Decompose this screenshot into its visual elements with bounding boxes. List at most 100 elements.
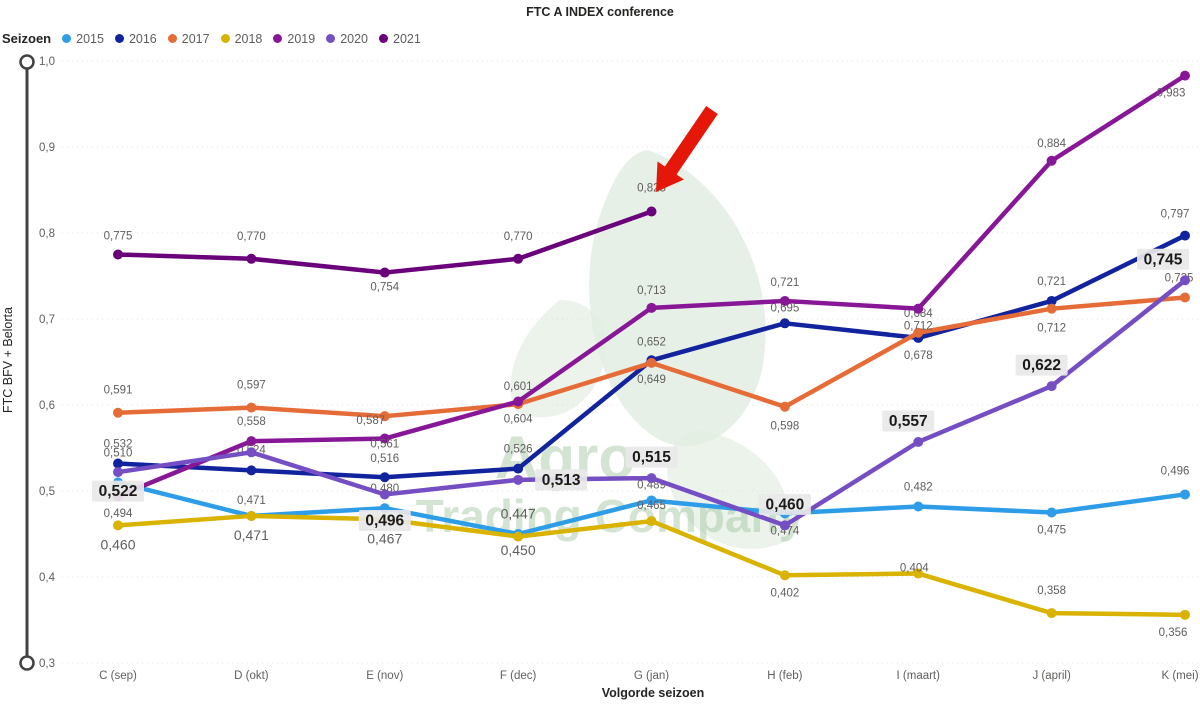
data-point-2019-K (mei)[interactable]	[1180, 70, 1190, 81]
y-tick-label: 0,8	[39, 228, 55, 240]
chart-title: FTC A INDEX conference	[526, 5, 674, 19]
data-point-2017-G (jan)[interactable]	[646, 357, 657, 368]
data-point-2021-E (nov)[interactable]	[379, 267, 390, 278]
legend-title: Seizoen	[2, 31, 52, 46]
data-point-2016-C (sep)[interactable]	[113, 458, 123, 469]
data-label-2020-C (sep): 0,522	[99, 483, 138, 500]
data-point-2019-D (okt)[interactable]	[246, 436, 257, 447]
data-point-2018-C (sep)[interactable]	[113, 520, 123, 531]
data-point-2020-J (april)[interactable]	[1046, 381, 1057, 392]
data-point-2020-I (maart)[interactable]	[913, 436, 924, 447]
data-point-2015-G (jan)[interactable]	[646, 495, 657, 506]
data-point-2021-G (jan)[interactable]	[646, 206, 657, 217]
data-point-2019-J (april)[interactable]	[1046, 155, 1057, 166]
watermark-text-line2: Trading Company	[416, 490, 805, 542]
y-axis-slider-handle-top[interactable]	[19, 54, 35, 70]
data-label-2017-H (feb): 0,598	[770, 421, 799, 433]
y-axis-slider-handle-bottom[interactable]	[19, 655, 35, 671]
data-point-2020-C (sep)[interactable]	[113, 467, 123, 478]
data-point-2019-F (dec)[interactable]	[513, 396, 524, 407]
data-label-2021-C (sep): 0,775	[104, 231, 133, 243]
data-label-2021-E (nov): 0,754	[370, 282, 399, 294]
data-point-2019-E (nov)[interactable]	[379, 433, 390, 444]
data-point-2020-G (jan)[interactable]	[646, 473, 657, 484]
data-point-2016-F (dec)[interactable]	[513, 463, 524, 474]
data-point-2015-K (mei)[interactable]	[1180, 489, 1190, 500]
data-point-2017-E (nov)[interactable]	[379, 411, 390, 422]
data-point-2016-D (okt)[interactable]	[246, 465, 257, 476]
data-point-2018-H (feb)[interactable]	[779, 570, 790, 581]
data-point-2016-K (mei)[interactable]	[1180, 230, 1190, 241]
data-label-2020-F (dec): 0,513	[542, 472, 581, 489]
data-point-2016-H (feb)[interactable]	[779, 318, 790, 329]
data-label-2019-C (sep): 0,494	[104, 508, 133, 520]
data-label-2016-K (mei): 0,797	[1161, 209, 1190, 221]
legend-item-2019[interactable]: 2019	[273, 32, 315, 46]
data-point-2020-H (feb)[interactable]	[779, 520, 790, 531]
data-point-2020-K (mei)[interactable]	[1180, 275, 1190, 286]
legend-color-dot	[62, 34, 72, 43]
data-label-2015-J (april): 0,475	[1037, 525, 1066, 537]
data-label-box	[535, 469, 588, 491]
data-point-2020-E (nov)[interactable]	[379, 489, 390, 500]
data-label-box	[882, 410, 935, 432]
data-point-2018-F (dec)[interactable]	[513, 531, 524, 542]
data-label-box	[758, 493, 811, 515]
data-label-2019-I (maart): 0,712	[904, 321, 933, 333]
data-point-2020-D (okt)[interactable]	[246, 447, 257, 458]
data-point-2021-D (okt)[interactable]	[246, 253, 257, 264]
legend-item-2016[interactable]: 2016	[114, 32, 157, 46]
legend-item-2017[interactable]: 2017	[167, 32, 210, 46]
data-point-2018-K (mei)[interactable]	[1180, 609, 1190, 620]
data-point-2017-C (sep)[interactable]	[113, 407, 123, 418]
data-point-2019-H (feb)[interactable]	[779, 295, 790, 306]
data-label-2018-E (nov): 0,467	[367, 530, 402, 546]
legend-item-2018[interactable]: 2018	[220, 32, 262, 46]
data-point-2016-J (april)[interactable]	[1046, 295, 1057, 306]
legend-item-label: 2015	[76, 31, 104, 46]
data-point-2017-J (april)[interactable]	[1046, 303, 1057, 314]
data-label-2019-F (dec): 0,604	[504, 414, 533, 426]
data-label-2018-H (feb): 0,402	[770, 587, 799, 599]
data-label-2015-C (sep): 0,510	[104, 447, 133, 459]
data-label-2019-J (april): 0,884	[1037, 138, 1066, 150]
data-point-2018-D (okt)[interactable]	[246, 510, 257, 521]
data-label-2017-D (okt): 0,597	[237, 380, 266, 392]
data-point-2019-I (maart)[interactable]	[913, 303, 924, 314]
x-tick-label: I (maart)	[897, 670, 941, 682]
data-label-2021-F (dec): 0,770	[504, 231, 533, 243]
data-label-2015-I (maart): 0,482	[904, 481, 933, 493]
data-point-2015-J (april)[interactable]	[1046, 507, 1057, 518]
data-label-box	[1137, 248, 1189, 270]
legend-item-label: 2019	[287, 31, 316, 46]
data-point-2017-H (feb)[interactable]	[779, 401, 790, 412]
x-tick-label: H (feb)	[767, 670, 802, 682]
legend-item-2015[interactable]: 2015	[62, 32, 104, 46]
data-label-2020-J (april): 0,622	[1022, 357, 1061, 374]
data-label-2016-G (jan): 0,652	[637, 336, 666, 348]
data-point-2018-G (jan)[interactable]	[646, 516, 657, 527]
data-label-2019-K (mei): 0,983	[1157, 88, 1186, 100]
red-arrow-annotation	[656, 106, 718, 192]
data-point-2017-D (okt)[interactable]	[246, 402, 257, 413]
data-point-2019-G (jan)[interactable]	[646, 302, 657, 313]
data-point-2021-C (sep)[interactable]	[113, 249, 123, 260]
legend-item-2020[interactable]: 2020	[326, 32, 368, 46]
data-point-2016-E (nov)[interactable]	[379, 472, 390, 483]
data-point-2015-I (maart)[interactable]	[913, 501, 924, 512]
data-label-2015-H (feb): 0,474	[770, 525, 799, 537]
data-point-2018-I (maart)[interactable]	[913, 568, 924, 579]
data-point-2020-F (dec)[interactable]	[513, 474, 524, 485]
data-point-2021-F (dec)[interactable]	[513, 253, 524, 264]
data-point-2017-K (mei)[interactable]	[1180, 292, 1190, 303]
x-tick-label: D (okt)	[234, 670, 269, 682]
data-point-2018-J (april)[interactable]	[1046, 608, 1057, 619]
x-axis-title: Volgorde seizoen	[602, 686, 705, 700]
data-label-2018-G (jan): 0,465	[637, 500, 666, 512]
data-point-2017-I (maart)[interactable]	[913, 327, 924, 338]
data-label-2017-E (nov): 0,587	[356, 415, 385, 427]
legend-item-2021[interactable]: 2021	[379, 32, 421, 46]
data-label-2017-C (sep): 0,591	[104, 385, 133, 397]
